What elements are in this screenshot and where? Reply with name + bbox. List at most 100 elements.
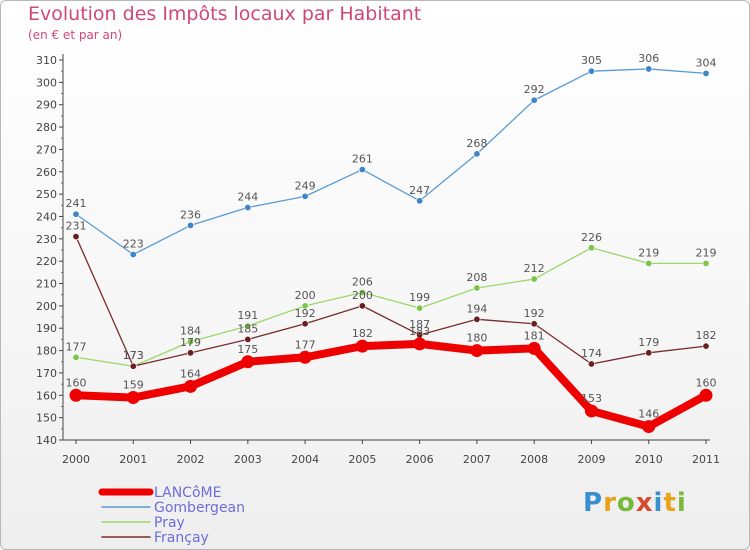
data-point-gombergean xyxy=(72,210,80,218)
data-label-fran-ay: 174 xyxy=(581,347,602,360)
x-tick-label: 2008 xyxy=(520,453,548,466)
data-point-fran-ay xyxy=(244,335,252,343)
data-label-lanc-me: 153 xyxy=(581,392,602,405)
data-label-pray: 208 xyxy=(466,271,487,284)
data-point-pray xyxy=(72,353,80,361)
data-point-gombergean xyxy=(301,192,309,200)
x-tick-label: 2001 xyxy=(119,453,147,466)
data-point-lanc-me xyxy=(699,388,713,402)
data-point-fran-ay xyxy=(587,360,595,368)
legend-label-pray: Pray xyxy=(154,515,185,531)
data-label-lanc-me: 183 xyxy=(409,325,430,338)
data-label-lanc-me: 164 xyxy=(180,367,201,380)
data-point-pray xyxy=(244,322,252,330)
data-point-pray xyxy=(473,284,481,292)
x-tick-label: 2006 xyxy=(406,453,434,466)
data-label-pray: 226 xyxy=(581,231,602,244)
data-point-lanc-me xyxy=(69,388,83,402)
data-label-gombergean: 306 xyxy=(638,52,659,65)
y-tick-label: 240 xyxy=(36,210,57,223)
y-tick-label: 160 xyxy=(36,389,57,402)
data-label-fran-ay: 194 xyxy=(466,302,487,315)
data-label-pray: 184 xyxy=(180,325,201,338)
y-tick-label: 170 xyxy=(36,367,57,380)
legend-label-fran-ay: Françay xyxy=(154,530,209,546)
y-tick-label: 310 xyxy=(36,54,57,67)
data-point-fran-ay xyxy=(473,315,481,323)
y-tick-label: 140 xyxy=(36,434,57,447)
data-point-lanc-me xyxy=(298,350,312,364)
data-point-gombergean xyxy=(587,67,595,75)
data-point-gombergean xyxy=(129,250,137,258)
data-point-gombergean xyxy=(473,150,481,158)
data-label-pray: 219 xyxy=(696,246,717,259)
data-label-fran-ay: 179 xyxy=(180,336,201,349)
x-tick-label: 2000 xyxy=(62,453,90,466)
data-point-fran-ay xyxy=(530,320,538,328)
data-label-pray: 206 xyxy=(352,275,373,288)
x-tick-label: 2011 xyxy=(692,453,720,466)
data-point-gombergean xyxy=(702,69,710,77)
y-tick-label: 180 xyxy=(36,345,57,358)
y-tick-label: 300 xyxy=(36,76,57,89)
data-point-fran-ay xyxy=(187,349,195,357)
data-label-gombergean: 236 xyxy=(180,208,201,221)
x-tick-label: 2009 xyxy=(577,453,605,466)
data-label-lanc-me: 159 xyxy=(123,379,144,392)
data-point-pray xyxy=(702,259,710,267)
x-tick-label: 2004 xyxy=(291,453,319,466)
y-tick-label: 190 xyxy=(36,322,57,335)
data-point-fran-ay xyxy=(702,342,710,350)
data-label-fran-ay: 231 xyxy=(66,220,87,233)
data-point-gombergean xyxy=(187,221,195,229)
data-label-lanc-me: 182 xyxy=(352,327,373,340)
x-tick-label: 2002 xyxy=(177,453,205,466)
data-label-gombergean: 261 xyxy=(352,153,373,166)
y-tick-label: 150 xyxy=(36,412,57,425)
x-tick-label: 2007 xyxy=(463,453,491,466)
y-tick-label: 270 xyxy=(36,143,57,156)
data-point-pray xyxy=(645,259,653,267)
data-label-fran-ay: 182 xyxy=(696,329,717,342)
data-point-gombergean xyxy=(416,197,424,205)
data-point-pray xyxy=(187,338,195,346)
data-label-lanc-me: 177 xyxy=(295,338,316,351)
data-label-gombergean: 292 xyxy=(524,83,545,96)
series-line-pray xyxy=(75,247,707,367)
data-label-pray: 191 xyxy=(237,309,258,322)
data-point-lanc-me xyxy=(355,339,369,353)
data-point-lanc-me xyxy=(241,355,255,369)
data-label-fran-ay: 185 xyxy=(237,322,258,335)
data-label-fran-ay: 187 xyxy=(409,318,430,331)
data-point-fran-ay xyxy=(72,233,80,241)
data-label-pray: 219 xyxy=(638,246,659,259)
data-point-lanc-me xyxy=(527,341,541,355)
data-point-lanc-me xyxy=(126,391,140,405)
data-label-lanc-me: 160 xyxy=(696,376,717,389)
data-label-pray: 200 xyxy=(295,289,316,302)
series-line-fran-ay xyxy=(75,235,707,367)
data-label-fran-ay: 192 xyxy=(524,307,545,320)
data-point-gombergean xyxy=(244,204,252,212)
data-point-pray xyxy=(416,304,424,312)
data-label-pray: 173 xyxy=(123,349,144,362)
data-label-gombergean: 305 xyxy=(581,54,602,67)
data-point-lanc-me xyxy=(584,404,598,418)
y-tick-label: 250 xyxy=(36,188,57,201)
data-label-pray: 177 xyxy=(66,340,87,353)
data-point-fran-ay xyxy=(645,349,653,357)
data-label-gombergean: 247 xyxy=(409,184,430,197)
data-label-lanc-me: 146 xyxy=(638,408,659,421)
chart-subtitle: (en € et par an) xyxy=(28,28,123,42)
series-line-gombergean xyxy=(75,68,707,256)
data-label-pray: 212 xyxy=(524,262,545,275)
series-line-lanc-me xyxy=(72,339,710,431)
y-tick-label: 280 xyxy=(36,121,57,134)
data-label-lanc-me: 175 xyxy=(237,343,258,356)
data-point-pray xyxy=(530,275,538,283)
data-label-gombergean: 249 xyxy=(295,179,316,192)
y-tick-label: 220 xyxy=(36,255,57,268)
data-label-lanc-me: 160 xyxy=(66,376,87,389)
